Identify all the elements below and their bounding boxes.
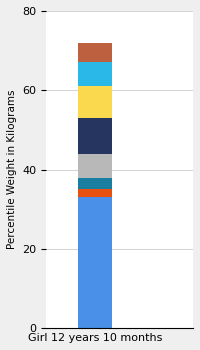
Bar [78,197,112,328]
Bar [78,118,112,154]
Bar [78,63,112,86]
Bar [78,154,112,177]
Bar [78,86,112,118]
Y-axis label: Percentile Weight in Kilograms: Percentile Weight in Kilograms [7,90,17,249]
Bar [78,177,112,189]
Bar [78,189,112,197]
Bar [78,43,112,63]
